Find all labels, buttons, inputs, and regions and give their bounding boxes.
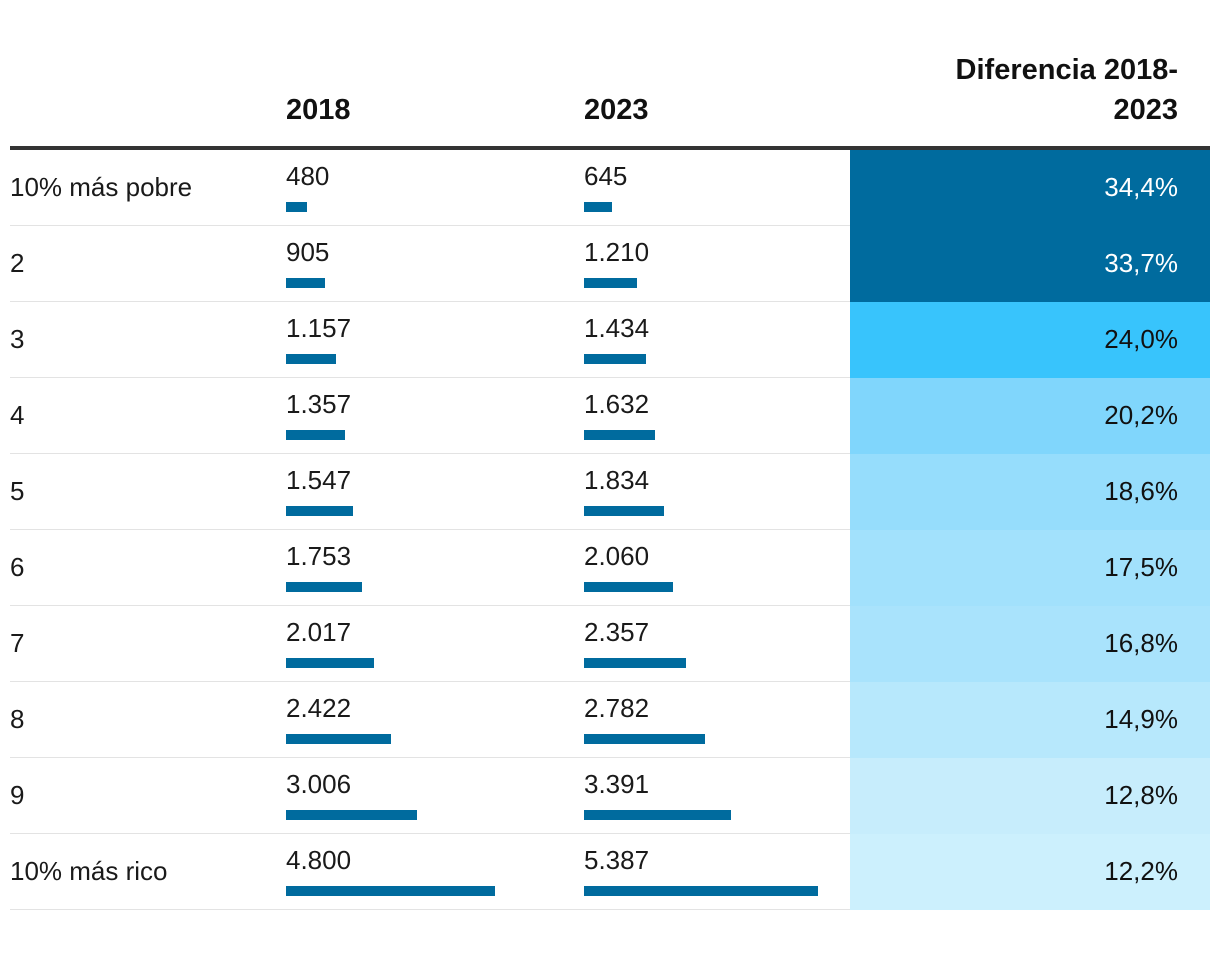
difference-value: 16,8%	[1104, 628, 1178, 658]
value-2023: 3.391	[584, 769, 650, 799]
table-row: 9 3.006 3.391 12,8%	[10, 758, 1210, 834]
row-label: 10% más pobre	[10, 172, 193, 202]
column-header-2018: 2018	[286, 94, 351, 126]
bar-2023	[584, 582, 673, 592]
table-row: 8 2.422 2.782 14,9%	[10, 682, 1210, 758]
value-2023: 1.834	[584, 465, 650, 495]
difference-cell: 14,9%	[850, 682, 1210, 758]
value-2018: 1.357	[286, 389, 352, 419]
bar-2018	[286, 734, 391, 744]
difference-value: 34,4%	[1104, 172, 1178, 202]
bar-2018	[286, 658, 374, 668]
header-divider	[10, 146, 1210, 150]
table-row: 7 2.017 2.357 16,8%	[10, 606, 1210, 682]
bar-2018	[286, 582, 362, 592]
value-2018: 2.017	[286, 617, 352, 647]
table-row: 10% más rico 4.800 5.387 12,2%	[10, 834, 1210, 910]
difference-cell: 18,6%	[850, 454, 1210, 530]
column-header-difference-line2: 2023	[1113, 94, 1178, 126]
difference-cell: 34,4%	[850, 150, 1210, 226]
table-row: 10% más pobre 480 645 34,4%	[10, 150, 1210, 226]
bar-2018	[286, 202, 307, 212]
difference-cell: 12,8%	[850, 758, 1210, 834]
bar-2023	[584, 354, 646, 364]
value-2023: 645	[584, 161, 628, 191]
value-2018: 905	[286, 237, 330, 267]
bar-2023	[584, 810, 731, 820]
bar-2023	[584, 430, 655, 440]
difference-value: 14,9%	[1104, 704, 1178, 734]
bar-2018	[286, 810, 417, 820]
bar-2018	[286, 430, 345, 440]
difference-cell: 12,2%	[850, 834, 1210, 910]
difference-value: 20,2%	[1104, 400, 1178, 430]
value-2018: 1.753	[286, 541, 352, 571]
difference-value: 12,2%	[1104, 856, 1178, 886]
row-label: 3	[10, 324, 25, 354]
bar-2023	[584, 886, 818, 896]
value-2023: 2.060	[584, 541, 650, 571]
table-row: 6 1.753 2.060 17,5%	[10, 530, 1210, 606]
difference-value: 24,0%	[1104, 324, 1178, 354]
value-2023: 1.632	[584, 389, 650, 419]
column-header-2023: 2023	[584, 94, 649, 126]
difference-value: 17,5%	[1104, 552, 1178, 582]
table-row: 4 1.357 1.632 20,2%	[10, 378, 1210, 454]
value-2023: 2.357	[584, 617, 650, 647]
bar-2023	[584, 734, 705, 744]
difference-cell: 16,8%	[850, 606, 1210, 682]
column-header-difference-line1: Diferencia 2018-	[955, 54, 1178, 86]
table-body: 10% más pobre 480 645 34,4% 2 905 1.210 33,7% 3 1…	[10, 150, 1210, 910]
table-row: 3 1.157 1.434 24,0%	[10, 302, 1210, 378]
row-label: 4	[10, 400, 25, 430]
difference-cell: 33,7%	[850, 226, 1210, 302]
value-2018: 3.006	[286, 769, 352, 799]
value-2018: 1.157	[286, 313, 352, 343]
difference-cell: 20,2%	[850, 378, 1210, 454]
bar-2023	[584, 506, 664, 516]
row-label: 7	[10, 628, 25, 658]
value-2018: 1.547	[286, 465, 352, 495]
value-2023: 5.387	[584, 845, 650, 875]
row-label: 5	[10, 476, 25, 506]
difference-value: 33,7%	[1104, 248, 1178, 278]
difference-value: 18,6%	[1104, 476, 1178, 506]
column-header-difference: Diferencia 2018- 2023	[858, 50, 1178, 130]
row-label: 9	[10, 780, 25, 810]
bar-2018	[286, 506, 353, 516]
bar-2023	[584, 278, 637, 288]
bar-2018	[286, 886, 495, 896]
row-label: 8	[10, 704, 25, 734]
row-label: 10% más rico	[10, 856, 168, 886]
bar-2018	[286, 278, 325, 288]
difference-value: 12,8%	[1104, 780, 1178, 810]
bar-2018	[286, 354, 336, 364]
difference-cell: 17,5%	[850, 530, 1210, 606]
value-2023: 2.782	[584, 693, 650, 723]
table-row: 5 1.547 1.834 18,6%	[10, 454, 1210, 530]
value-2018: 480	[286, 161, 330, 191]
bar-2023	[584, 202, 612, 212]
value-2023: 1.210	[584, 237, 650, 267]
value-2023: 1.434	[584, 313, 650, 343]
difference-cell: 24,0%	[850, 302, 1210, 378]
row-label: 6	[10, 552, 25, 582]
bar-2023	[584, 658, 686, 668]
value-2018: 4.800	[286, 845, 352, 875]
row-label: 2	[10, 248, 25, 278]
value-2018: 2.422	[286, 693, 352, 723]
table-row: 2 905 1.210 33,7%	[10, 226, 1210, 302]
